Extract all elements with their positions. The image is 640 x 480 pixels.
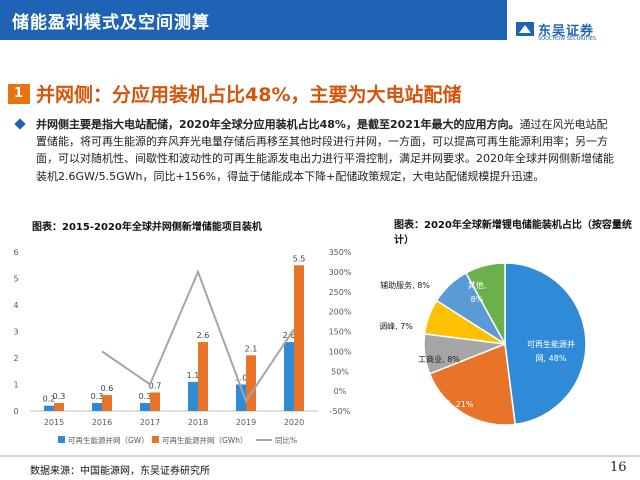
bar-data-label: 1.1 [187,371,200,380]
pie-label: 工商业, 8% [418,354,460,364]
company-logo: 东吴证券 SOOCHOW SECURITIES [516,18,628,46]
legend-swatch [152,436,159,443]
pie-label: 辅助服务, 8% [380,280,430,290]
yoy-line [101,269,295,404]
pie-label: 户用, 21% [435,399,474,409]
y2-tick-label: 300% [329,268,352,277]
paragraph-lead: 并网侧主要是指大电站配储，2020年全球分应用装机占比48%，是截至2021年最… [36,118,520,131]
bar-gw [236,384,246,411]
bar-gwh [150,392,160,411]
bar-data-label: 0.3 [139,392,152,401]
pie-label-line: 可再生能源并 [527,339,575,349]
bar-gwh [102,395,112,411]
y-tick-label: 2 [13,354,18,363]
chart1-caption: 图表：2015-2020年全球并网侧新增储能项目装机 [32,222,262,233]
y2-tick-label: 150% [329,328,352,337]
bar-data-label: 0.3 [91,392,104,401]
y-tick-label: 6 [13,248,18,257]
y2-tick-label: 0% [334,387,347,396]
pie-label: 调峰, 7% [379,321,413,331]
pie-label-line: 网, 48% [536,354,567,363]
y2-tick-label: 100% [329,347,352,356]
pie-label-line: 其他, [468,280,487,290]
x-tick-label: 2016 [92,418,112,427]
pie-slice [504,262,587,426]
logo-mark-icon [516,22,534,36]
bar-gw [188,381,198,411]
footer-divider [0,455,640,457]
legend-label: 可再生能源并网（GW） [68,435,149,445]
section-title: 并网侧：分应用装机占比48%，主要为大电站配储 [36,84,462,106]
header-bar: 储能盈利模式及空间测算 [0,0,507,40]
bar-gw [284,342,294,411]
x-tick-label: 2020 [284,418,304,427]
bar-data-label: 0.2 [43,395,56,404]
pie-slice [464,262,506,345]
y2-tick-label: 350% [329,248,352,257]
legend-swatch [58,436,65,443]
bar-data-label: 0.7 [149,381,162,390]
page-title: 储能盈利模式及空间测算 [12,13,210,33]
chart2-caption: 图表：2020年全球新增锂电储能装机占比（按容量统计） [394,220,632,246]
pie-label-line: 8% [471,295,484,304]
x-tick-label: 2015 [44,418,64,427]
bar-gwh [54,403,64,411]
y2-tick-label: 250% [329,288,352,297]
y-tick-label: 3 [13,328,18,337]
legend-label: 可再生能源并网（GWh） [162,435,247,445]
pie-slice [428,342,516,426]
bar-gw [44,405,54,411]
x-tick-label: 2017 [140,418,160,427]
x-tick-label: 2019 [236,418,256,427]
pie-chart: 可再生能源并网, 48% 户用, 21% 工商业, 8% 调峰, 7% 辅助服务, 8%… [379,262,587,426]
section-number: 1 [14,86,24,101]
bar-gw [140,403,150,411]
bar-data-label: 0.3 [53,392,66,401]
bar-data-label: 1.0 [235,374,248,383]
y-tick-label: 4 [13,301,18,310]
bar-data-label: 0.6 [101,384,114,393]
bar-data-label: 2.6 [197,331,210,340]
logo-name-cn: 东吴证券 [538,24,595,39]
y-tick-label: 1 [13,381,18,390]
y2-tick-label: -50% [330,407,351,416]
bar-gw [92,403,102,411]
y-tick-label: 0 [13,407,18,416]
y-tick-label: 5 [13,275,18,284]
combo-chart: 0 1 2 3 4 5 6 -50% 0% 50% 100% 150% 200% 250% 300% 350%… [13,248,352,445]
bar-data-label: 2.1 [245,344,258,353]
bullet-diamond-icon [14,118,26,130]
bar-gwh [198,342,208,411]
paragraph-body: 通过在风光电站配置储能，将可再生能源的弃风弃光电量存储后再移至其他时段进行并网，… [36,118,614,183]
bar-gwh [246,355,256,411]
footer-source: 数据来源：中国能源网，东吴证券研究所 [30,466,210,477]
bar-data-label: 5.5 [293,254,306,263]
section-number-box: 1 [8,84,30,104]
body-paragraph: 并网侧主要是指大电站配储，2020年全球分应用装机占比48%，是截至2021年最… [36,116,614,185]
x-tick-label: 2018 [188,418,208,427]
logo-name-en: SOOCHOW SECURITIES [538,36,597,42]
legend-label: 同比% [275,435,297,445]
bar-gwh [294,265,304,411]
y2-tick-label: 200% [329,308,352,317]
page-number: 16 [610,460,627,475]
y2-tick-label: 50% [331,367,349,376]
